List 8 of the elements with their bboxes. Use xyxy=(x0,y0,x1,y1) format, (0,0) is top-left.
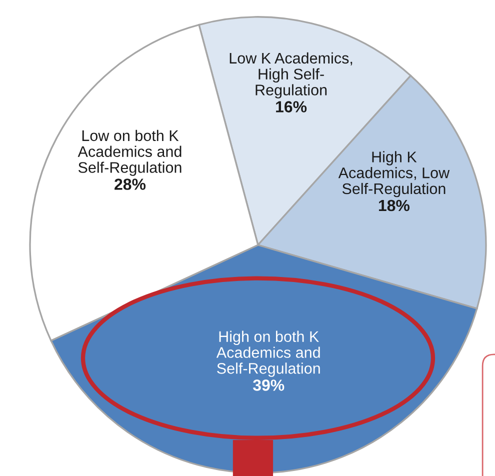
slice-label: Low on both K Academics and Self-Regulation xyxy=(78,130,182,176)
slice-label: High K Academics, Low Self-Regulation xyxy=(338,151,450,198)
slice-label: High on both K Academics and Self-Regulation xyxy=(216,330,320,377)
data-label: 18% xyxy=(378,200,410,212)
data-label: 39% xyxy=(253,380,284,391)
data-label: 28% xyxy=(114,178,146,190)
slice-label: Low K Academics, High Self- Regulation xyxy=(230,52,352,98)
data-label: 16% xyxy=(276,101,307,112)
